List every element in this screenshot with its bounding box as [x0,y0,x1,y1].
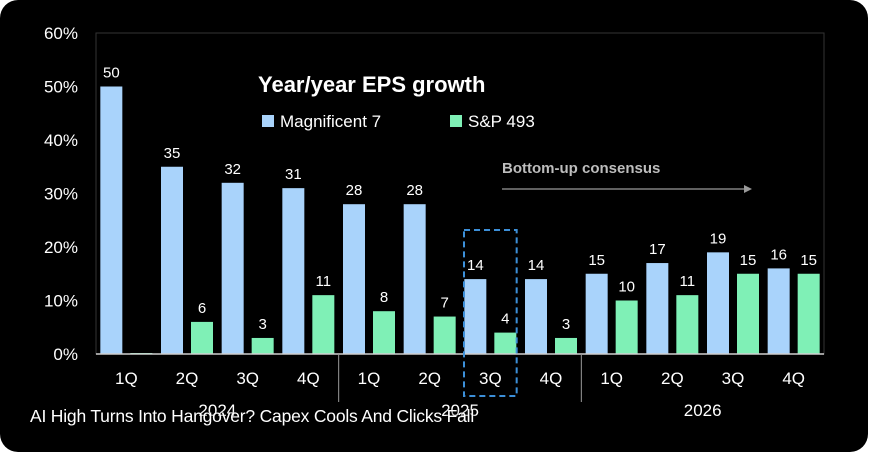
bar-sp493 [555,337,577,354]
bar-mag7 [464,279,487,354]
x-tick-label: 4Q [297,369,320,388]
value-label-sp493: 3 [258,316,266,333]
y-tick-label: 60% [44,24,78,43]
x-tick-label: 1Q [115,369,138,388]
legend-swatch-sp493 [450,115,462,127]
y-tick-label: 0% [53,345,78,364]
bar-mag7 [403,204,426,354]
value-label-sp493: 15 [740,252,757,269]
bar-sp493 [615,300,638,354]
y-tick-label: 40% [44,131,78,150]
value-label-mag7: 16 [770,246,787,263]
year-label: 2024 [198,401,236,420]
legend-label-sp493: S&P 493 [468,112,535,131]
value-label-mag7: 31 [285,166,302,183]
value-label-sp493: 7 [440,295,448,312]
value-label-sp493: 6 [198,300,206,317]
legend-label-mag7: Magnificent 7 [280,112,381,131]
bar-mag7 [161,166,183,354]
value-label-mag7: 19 [710,230,727,247]
x-tick-label: 2Q [418,369,441,388]
consensus-annotation: Bottom-up consensus [502,160,660,177]
y-tick-label: 50% [44,78,78,97]
bar-sp493 [373,311,395,354]
value-label-mag7: 28 [406,182,423,199]
x-tick-label: 1Q [358,369,381,388]
bar-mag7 [646,263,669,354]
value-label-mag7: 35 [164,145,181,162]
value-label-sp493: 11 [316,273,332,290]
bar-sp493 [494,332,517,354]
bar-mag7 [282,188,305,354]
bar-sp493 [312,295,335,354]
bar-mag7 [767,268,790,354]
bar-sp493 [433,316,456,354]
post-caption: AI High Turns Into Hangover? Capex Cools… [30,406,475,426]
x-tick-label: 3Q [236,369,259,388]
bar-mag7 [525,279,547,354]
value-label-mag7: 28 [346,182,363,199]
y-tick-label: 30% [44,185,78,204]
x-tick-label: 4Q [540,369,563,388]
x-tick-label: 2Q [176,369,199,388]
x-tick-label: 3Q [722,369,745,388]
bar-sp493 [191,321,213,354]
bar-mag7 [707,252,729,354]
value-label-sp493: 10 [618,279,635,296]
bar-mag7 [221,182,244,354]
value-label-sp493: 3 [562,316,570,333]
value-label-mag7: 15 [588,252,605,269]
value-label-sp493: 11 [680,273,696,290]
bar-sp493 [251,337,274,354]
value-label-mag7: 50 [103,65,120,82]
legend-swatch-mag7 [262,115,274,127]
x-tick-label: 1Q [600,369,623,388]
value-label-sp493: 4 [501,311,509,328]
value-label-mag7: 14 [528,257,545,274]
value-label-mag7: 17 [649,241,666,258]
bar-mag7 [100,86,123,354]
value-label-mag7: 32 [224,161,241,178]
value-label-mag7: 14 [467,257,484,274]
y-tick-label: 10% [44,292,78,311]
consensus-arrow [502,185,752,193]
bar-mag7 [343,204,365,354]
value-label-sp493: 15 [800,252,817,269]
bar-sp493 [737,273,759,354]
x-tick-label: 4Q [782,369,805,388]
bar-mag7 [585,273,608,354]
bar-sp493 [676,295,699,354]
x-tick-label: 2Q [661,369,684,388]
bar-sp493 [797,273,820,354]
year-label: 2025 [441,401,479,420]
highlight-box [463,229,518,397]
chart-title: Year/year EPS growth [258,72,485,97]
x-tick-label: 3Q [479,369,502,388]
value-label-sp493: 8 [380,289,388,306]
y-tick-label: 20% [44,238,78,257]
year-label: 2026 [684,401,722,420]
